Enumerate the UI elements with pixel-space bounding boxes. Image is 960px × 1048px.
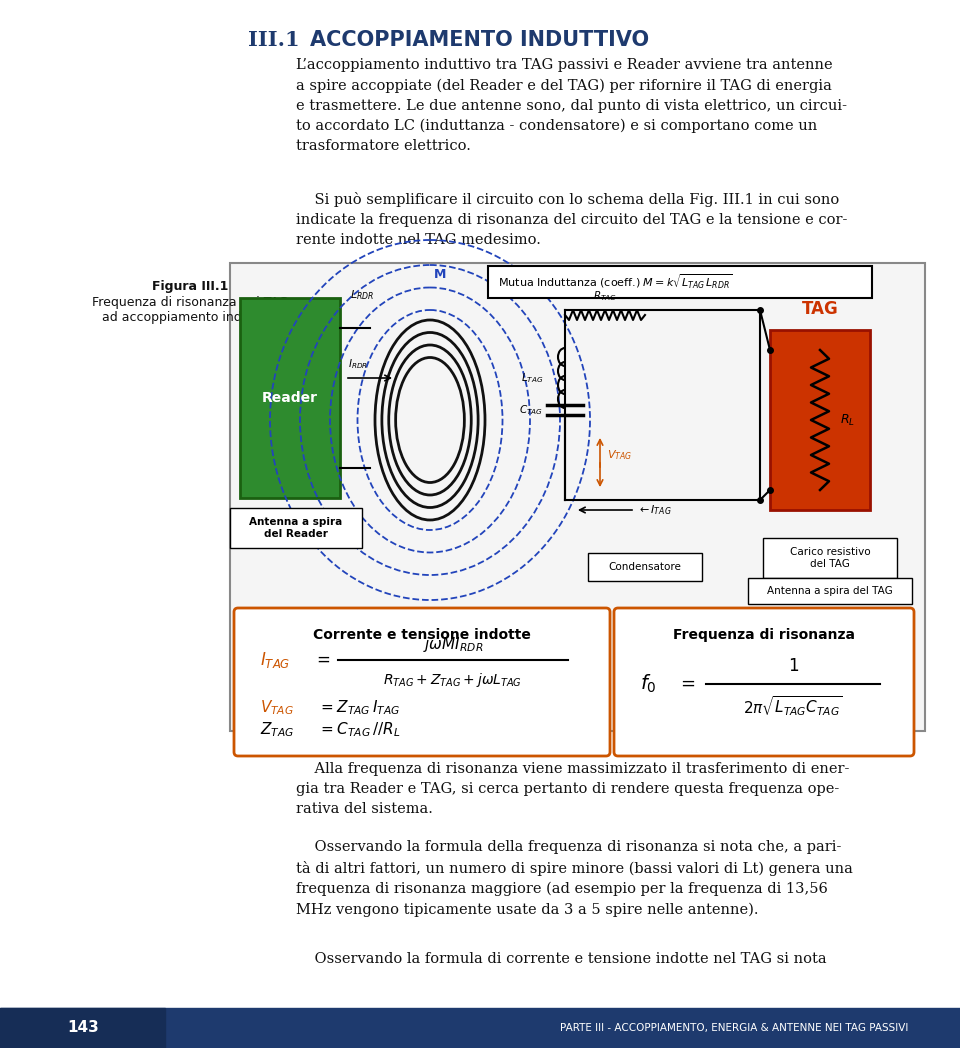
Text: 1: 1	[788, 657, 799, 675]
FancyBboxPatch shape	[614, 608, 914, 756]
Bar	[230, 263, 925, 732]
FancyBboxPatch shape	[763, 538, 897, 578]
Text: $= C_{TAG}\,//R_L$: $= C_{TAG}\,//R_L$	[318, 721, 400, 739]
Text: Osservando la formula della frequenza di risonanza si nota che, a pari-
tà di al: Osservando la formula della frequenza di…	[296, 840, 852, 917]
Text: Mutua Induttanza (coeff.) $M= k\sqrt{L_{TAG}\,L_{RDR}}$: Mutua Induttanza (coeff.) $M= k\sqrt{L_{…	[498, 272, 732, 291]
Text: Condensatore: Condensatore	[609, 562, 682, 572]
Text: Antenna a spira del TAG: Antenna a spira del TAG	[767, 586, 893, 596]
Text: $Z_{TAG}$: $Z_{TAG}$	[260, 721, 295, 739]
Text: $2\pi\sqrt{L_{TAG}C_{TAG}}$: $2\pi\sqrt{L_{TAG}C_{TAG}}$	[743, 694, 843, 718]
Text: PARTE III - ACCOPPIAMENTO, ENERGIA & ANTENNE NEI TAG PASSIVI: PARTE III - ACCOPPIAMENTO, ENERGIA & ANT…	[560, 1023, 908, 1033]
Text: Corrente e tensione indotte: Corrente e tensione indotte	[313, 628, 531, 642]
Text: Alla frequenza di risonanza viene massimizzato il trasferimento di ener-
gia tra: Alla frequenza di risonanza viene massim…	[296, 762, 850, 816]
Text: $j\omega MI_{RDR}$: $j\omega MI_{RDR}$	[422, 635, 483, 655]
Text: ad accoppiamento induttivo: ad accoppiamento induttivo	[102, 311, 278, 324]
Text: $L_{TAG}$: $L_{TAG}$	[520, 371, 543, 385]
Text: Carico resistivo
del TAG: Carico resistivo del TAG	[790, 547, 871, 569]
Text: Osservando la formula di corrente e tensione indotte nel TAG si nota: Osservando la formula di corrente e tens…	[296, 952, 827, 966]
Text: Frequenza di risonanza nei TAG: Frequenza di risonanza nei TAG	[92, 296, 288, 309]
Text: Antenna a spira
del Reader: Antenna a spira del Reader	[250, 518, 343, 539]
Text: L’accoppiamento induttivo tra TAG passivi e Reader avviene tra antenne
a spire a: L’accoppiamento induttivo tra TAG passiv…	[296, 58, 847, 153]
Bar	[0, 1008, 165, 1048]
FancyBboxPatch shape	[588, 553, 702, 581]
Text: TAG: TAG	[802, 300, 838, 318]
Text: III.1: III.1	[248, 30, 300, 50]
Text: $C_{TAG}$: $C_{TAG}$	[519, 403, 543, 417]
Text: $R_{TAG}+Z_{TAG}+j\omega L_{TAG}$: $R_{TAG}+Z_{TAG}+j\omega L_{TAG}$	[383, 671, 522, 689]
Text: Reader: Reader	[262, 391, 318, 405]
FancyBboxPatch shape	[488, 266, 872, 298]
Text: $f_0$: $f_0$	[640, 673, 657, 695]
Text: =: =	[680, 675, 695, 693]
Text: $\leftarrow I_{TAG}$: $\leftarrow I_{TAG}$	[637, 503, 672, 517]
Text: =: =	[316, 651, 330, 669]
Text: $R_L$: $R_L$	[840, 413, 855, 428]
Text: $= Z_{TAG}\,I_{TAG}$: $= Z_{TAG}\,I_{TAG}$	[318, 699, 400, 717]
Text: $L_{RDR}$: $L_{RDR}$	[349, 288, 374, 302]
Bar	[240, 298, 340, 498]
Text: 143: 143	[67, 1021, 99, 1035]
Text: Figura III.1: Figura III.1	[152, 280, 228, 293]
Text: M: M	[434, 268, 446, 282]
Text: $V_{TAG}$: $V_{TAG}$	[260, 699, 294, 717]
Text: ACCOPPIAMENTO INDUTTIVO: ACCOPPIAMENTO INDUTTIVO	[310, 30, 649, 50]
Text: $I_{TAG}$: $I_{TAG}$	[260, 650, 291, 670]
Text: $I_{RDR}$: $I_{RDR}$	[348, 357, 368, 371]
Text: Si può semplificare il circuito con lo schema della Fig. III.1 in cui sono
indic: Si può semplificare il circuito con lo s…	[296, 192, 848, 247]
Text: $V_{TAG}$: $V_{TAG}$	[607, 449, 633, 462]
Text: Frequenza di risonanza: Frequenza di risonanza	[673, 628, 855, 642]
Bar	[770, 330, 870, 510]
FancyBboxPatch shape	[230, 508, 362, 548]
Text: $R_{TAG}$: $R_{TAG}$	[593, 289, 617, 303]
FancyBboxPatch shape	[748, 578, 912, 604]
Bar	[0, 1008, 960, 1048]
FancyBboxPatch shape	[234, 608, 610, 756]
